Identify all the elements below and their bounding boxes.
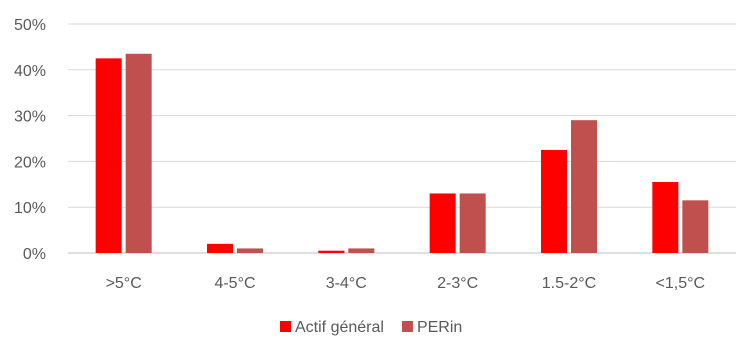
- y-axis-tick-labels: 0% 10% 20% 30% 40% 50%: [14, 17, 46, 263]
- x-tick-label: <1,5°C: [656, 275, 706, 292]
- bar-actif-general: [541, 149, 567, 253]
- legend-label: PERin: [417, 319, 462, 336]
- gridlines: [68, 23, 736, 254]
- bar-perin: [237, 248, 263, 253]
- bar-actif-general: [318, 250, 345, 253]
- bar-actif-general: [429, 193, 456, 253]
- bar-perin: [571, 120, 597, 254]
- y-tick-label: 30%: [14, 109, 46, 126]
- legend-swatch: [280, 321, 291, 332]
- y-tick-label: 0%: [23, 246, 46, 263]
- bar-perin: [348, 248, 375, 253]
- bar-perin: [125, 53, 152, 253]
- y-tick-label: 20%: [14, 154, 46, 171]
- bar-actif-general: [95, 58, 122, 253]
- bar-perin: [459, 193, 486, 253]
- bars: [95, 53, 709, 254]
- y-tick-label: 40%: [14, 63, 46, 80]
- legend: Actif général PERin: [280, 319, 462, 336]
- y-tick-label: 50%: [14, 17, 46, 34]
- x-tick-label: 4-5°C: [214, 275, 255, 292]
- x-tick-label: >5°C: [106, 275, 142, 292]
- x-axis-tick-labels: >5°C 4-5°C 3-4°C 2-3°C 1.5-2°C <1,5°C: [106, 275, 706, 292]
- bar-perin: [682, 200, 709, 253]
- x-tick-label: 1.5-2°C: [542, 275, 596, 292]
- x-tick-label: 2-3°C: [437, 275, 478, 292]
- x-tick-label: 3-4°C: [326, 275, 367, 292]
- legend-swatch: [401, 321, 413, 332]
- bar-actif-general: [207, 243, 233, 253]
- bar-actif-general: [652, 182, 679, 253]
- y-tick-label: 10%: [14, 200, 46, 217]
- legend-label: Actif général: [295, 319, 384, 336]
